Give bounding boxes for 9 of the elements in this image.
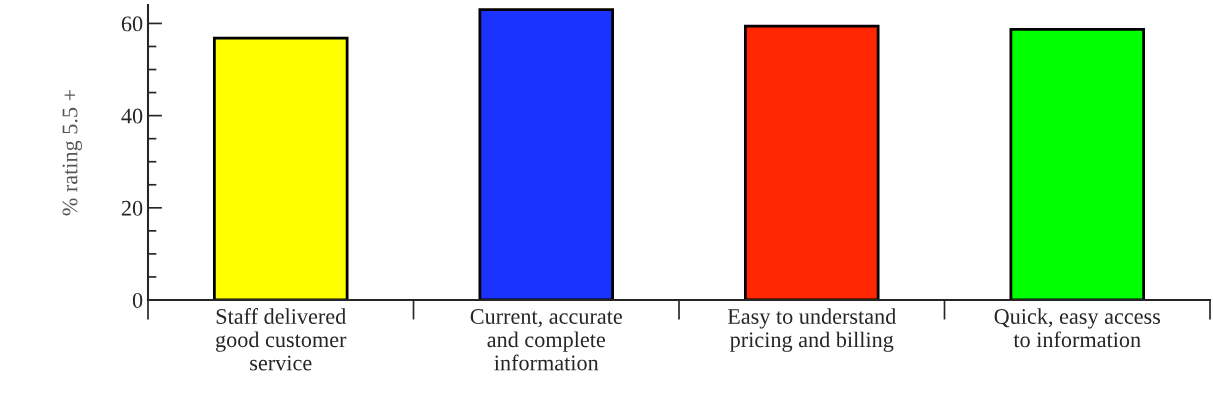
y-axis-title: % rating 5.5 + (62, 89, 83, 216)
y-tick-label: 20 (121, 200, 143, 216)
x-tick-label: Easy to understand pricing and billing (727, 308, 897, 352)
y-tick-label: 60 (121, 16, 143, 32)
x-tick-label: Quick, easy access to information (994, 308, 1161, 348)
x-tick-label: Staff delivered good customer service (215, 308, 347, 371)
y-tick-label: 0 (132, 292, 143, 308)
x-tick-label: Current, accurate and complete information (470, 309, 622, 371)
y-tick-label: 40 (121, 108, 143, 124)
